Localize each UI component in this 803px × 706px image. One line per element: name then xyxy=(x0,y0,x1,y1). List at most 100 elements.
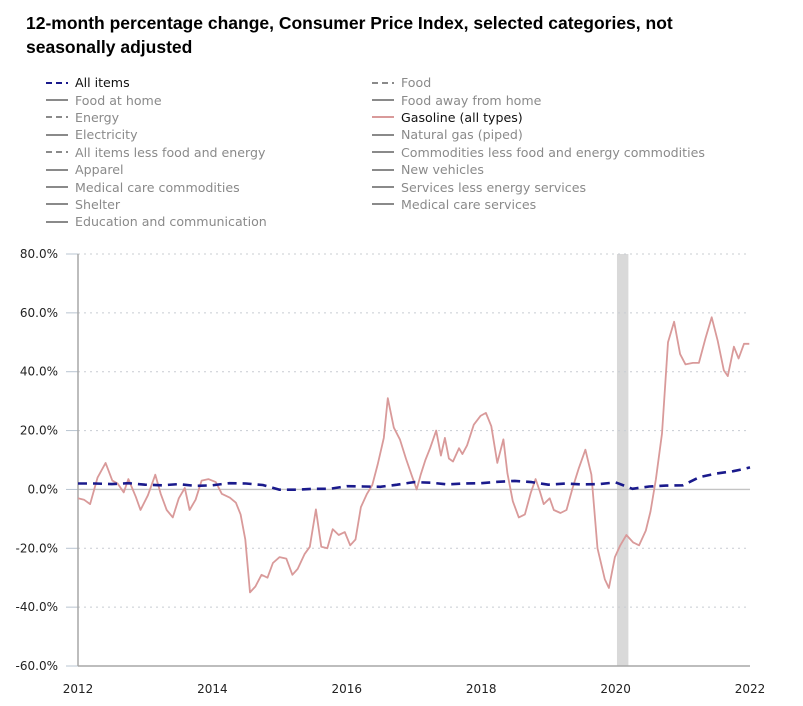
data-point-gasoline-all-types xyxy=(705,337,706,338)
data-point-all-items xyxy=(464,483,465,484)
data-point-gasoline-all-types xyxy=(279,557,280,558)
data-point-gasoline-all-types xyxy=(166,509,167,510)
data-point-gasoline-all-types xyxy=(430,448,431,449)
data-point-gasoline-all-types xyxy=(743,343,744,344)
data-point-gasoline-all-types xyxy=(297,568,298,569)
data-point-gasoline-all-types xyxy=(738,358,739,359)
data-point-gasoline-all-types xyxy=(723,370,724,371)
legend-item-gasoline-all-types[interactable]: Gasoline (all types) xyxy=(372,109,705,126)
data-point-gasoline-all-types xyxy=(604,579,605,580)
data-point-gasoline-all-types xyxy=(420,474,421,475)
legend-item-food-away-from-home[interactable]: Food away from home xyxy=(372,91,705,108)
legend-column-2: Food Food away from home Gasoline (all typ… xyxy=(372,74,705,213)
data-point-all-items xyxy=(397,484,398,485)
data-point-gasoline-all-types xyxy=(539,490,540,491)
legend-label: Natural gas (piped) xyxy=(401,127,523,143)
legend-item-medical-care-commodities[interactable]: Medical care commodities xyxy=(46,178,267,195)
data-point-gasoline-all-types xyxy=(444,437,445,438)
data-point-all-items xyxy=(733,471,734,472)
legend-item-food[interactable]: Food xyxy=(372,74,705,91)
data-point-gasoline-all-types xyxy=(387,398,388,399)
data-point-gasoline-all-types xyxy=(458,448,459,449)
legend-item-shelter[interactable]: Shelter xyxy=(46,196,267,213)
data-point-all-items xyxy=(77,483,78,484)
data-point-gasoline-all-types xyxy=(639,545,640,546)
data-point-gasoline-all-types xyxy=(292,574,293,575)
legend-item-energy[interactable]: Energy xyxy=(46,109,267,126)
data-point-gasoline-all-types xyxy=(674,321,675,322)
data-point-gasoline-all-types xyxy=(749,343,750,344)
data-point-all-items xyxy=(212,485,213,486)
legend-item-apparel[interactable]: Apparel xyxy=(46,161,267,178)
data-point-gasoline-all-types xyxy=(507,473,508,474)
data-point-gasoline-all-types xyxy=(160,493,161,494)
data-point-gasoline-all-types xyxy=(189,509,190,510)
data-point-gasoline-all-types xyxy=(512,501,513,502)
data-point-gasoline-all-types xyxy=(608,587,609,588)
legend-item-electricity[interactable]: Electricity xyxy=(46,126,267,143)
legend-item-all-items[interactable]: All items xyxy=(46,74,267,91)
data-point-gasoline-all-types xyxy=(633,542,634,543)
data-point-gasoline-all-types xyxy=(620,545,621,546)
legend-label: Gasoline (all types) xyxy=(401,109,523,125)
legend-item-natural-gas-piped[interactable]: Natural gas (piped) xyxy=(372,126,705,143)
data-point-all-items xyxy=(581,484,582,485)
data-point-gasoline-all-types xyxy=(229,497,230,498)
line-chart: 80.0% 60.0% 40.0% 20.0% 0.0% -20.0% -40.0% -60.… xyxy=(16,247,766,696)
solid-line-swatch-icon xyxy=(372,131,394,139)
data-point-all-items xyxy=(245,483,246,484)
legend-label: Energy xyxy=(75,109,120,125)
data-point-gasoline-all-types xyxy=(473,424,474,425)
data-point-all-items xyxy=(514,480,515,481)
data-point-all-items xyxy=(531,482,532,483)
tick-labels: 80.0% 60.0% 40.0% 20.0% 0.0% -20.0% -40.0% -60.… xyxy=(16,247,766,696)
data-point-all-items xyxy=(128,483,129,484)
legend-label: Medical care commodities xyxy=(75,179,240,195)
data-point-all-items xyxy=(178,484,179,485)
legend-item-medical-care-services[interactable]: Medical care services xyxy=(372,196,705,213)
data-point-gasoline-all-types xyxy=(128,479,129,480)
solid-line-swatch-icon xyxy=(46,131,68,139)
data-point-gasoline-all-types xyxy=(711,317,712,318)
legend-label: Food at home xyxy=(75,92,162,108)
legend-item-food-at-home[interactable]: Food at home xyxy=(46,91,267,108)
legend-item-all-items-less-food-and-energy[interactable]: All items less food and energy xyxy=(46,144,267,161)
legend-item-services-less-energy-services[interactable]: Services less energy services xyxy=(372,178,705,195)
solid-line-swatch-icon xyxy=(46,166,68,174)
data-point-gasoline-all-types xyxy=(685,364,686,365)
solid-line-swatch-icon xyxy=(372,183,394,191)
y-tick-label: -40.0% xyxy=(16,600,58,614)
data-point-gasoline-all-types xyxy=(249,592,250,593)
solid-line-swatch-icon xyxy=(46,218,68,226)
legend-item-commodities-less-food-and-energy-commodities[interactable]: Commodities less food and energy commodi… xyxy=(372,144,705,161)
data-point-gasoline-all-types xyxy=(372,484,373,485)
legend-label: Shelter xyxy=(75,196,121,212)
legend-item-education-and-communication[interactable]: Education and communication xyxy=(46,213,267,230)
data-point-gasoline-all-types xyxy=(497,462,498,463)
data-point-gasoline-all-types xyxy=(399,439,400,440)
data-point-gasoline-all-types xyxy=(315,509,316,510)
data-point-all-items xyxy=(699,477,700,478)
data-point-gasoline-all-types xyxy=(440,455,441,456)
y-tick-label: 80.0% xyxy=(20,247,58,261)
legend-item-new-vehicles[interactable]: New vehicles xyxy=(372,161,705,178)
gridlines xyxy=(78,253,750,608)
data-point-gasoline-all-types xyxy=(304,554,305,555)
data-point-all-items xyxy=(262,484,263,485)
data-point-all-items xyxy=(632,488,633,489)
axes xyxy=(66,253,750,667)
recession-shading-layer xyxy=(616,254,629,666)
series-line-gasoline-all-types xyxy=(77,316,750,594)
data-point-gasoline-all-types xyxy=(117,483,118,484)
data-point-gasoline-all-types xyxy=(485,412,486,413)
legend-label: Food xyxy=(401,75,432,91)
data-point-gasoline-all-types xyxy=(425,459,426,460)
data-point-gasoline-all-types xyxy=(597,548,598,549)
data-point-gasoline-all-types xyxy=(448,458,449,459)
data-point-gasoline-all-types xyxy=(105,462,106,463)
data-point-gasoline-all-types xyxy=(411,476,412,477)
data-point-gasoline-all-types xyxy=(147,495,148,496)
data-point-gasoline-all-types xyxy=(77,498,78,499)
dashed-line-swatch-icon xyxy=(46,148,68,156)
solid-line-swatch-icon xyxy=(372,148,394,156)
